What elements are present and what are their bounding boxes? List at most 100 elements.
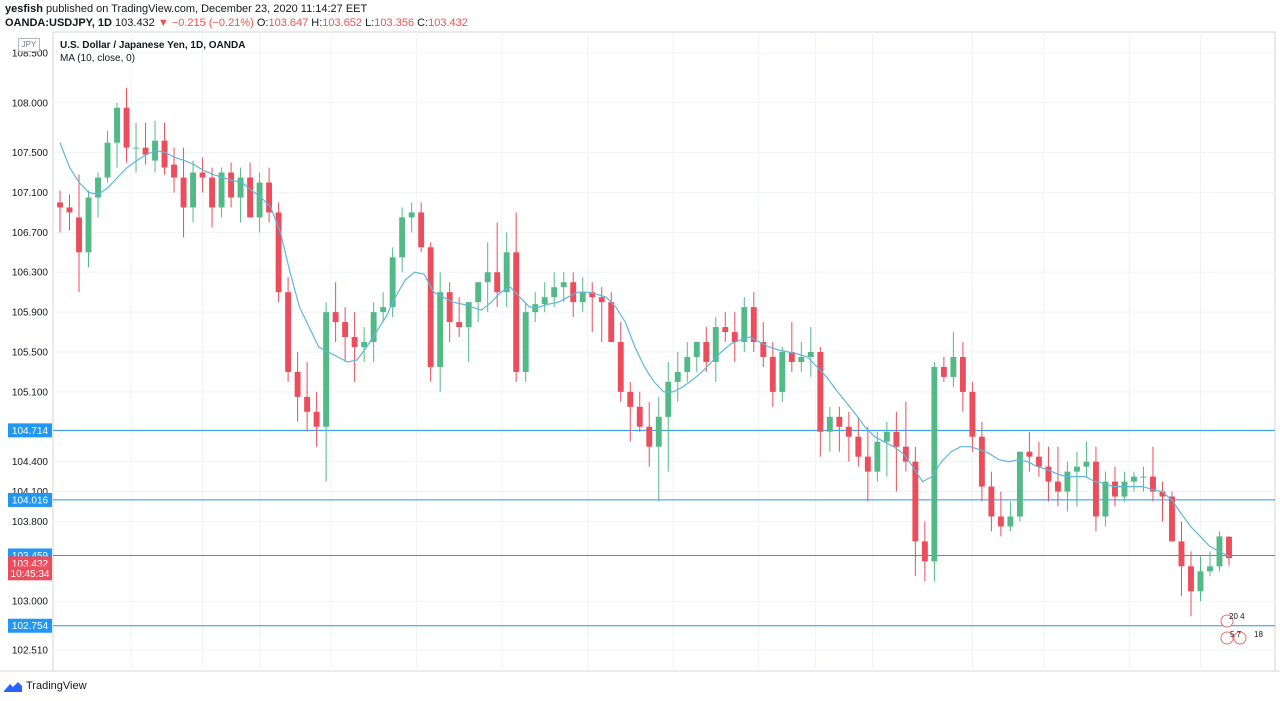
currency-badge[interactable]: JPY xyxy=(18,38,40,52)
candle-body xyxy=(779,351,786,392)
close-label: C: xyxy=(417,17,429,29)
candle-body xyxy=(1035,456,1042,467)
candle-body xyxy=(826,416,833,432)
candle-body xyxy=(931,366,938,562)
candle-body xyxy=(1150,476,1156,492)
candle-body xyxy=(845,426,852,437)
candle-body xyxy=(456,322,463,328)
candle-body xyxy=(665,381,672,417)
event-badge-mid[interactable]: 5 7 xyxy=(1230,630,1242,639)
y-tick-label: 102.510 xyxy=(12,646,49,657)
candle-body xyxy=(589,292,596,298)
event-badge-top[interactable]: 20 4 xyxy=(1229,612,1245,621)
y-tick-label: 103.000 xyxy=(12,597,49,608)
price-label-bg xyxy=(8,492,52,507)
candle-body xyxy=(760,342,767,357)
candle-body xyxy=(304,396,311,412)
price-label-bg xyxy=(8,618,52,633)
candle-body xyxy=(1140,476,1147,478)
candle-body xyxy=(1007,516,1014,527)
author-name[interactable]: yesfish xyxy=(5,3,43,15)
candle-body xyxy=(57,202,63,208)
y-tick-label: 103.800 xyxy=(12,517,49,528)
candle-body xyxy=(712,327,719,362)
candle-body xyxy=(1197,571,1204,592)
candle-body xyxy=(1073,466,1080,472)
candle-body xyxy=(161,140,168,168)
last-price: 103.432 xyxy=(115,17,155,29)
candle-body xyxy=(636,406,643,427)
y-tick-label: 105.100 xyxy=(12,387,49,398)
indicator-legend[interactable]: MA (10, close, 0) xyxy=(60,53,136,64)
candle-body xyxy=(1083,461,1090,467)
footer-brand[interactable]: TradingView xyxy=(26,680,87,692)
candle-body xyxy=(475,282,482,303)
y-tick-label: 104.100 xyxy=(12,487,49,498)
close-value: 103.432 xyxy=(428,17,468,29)
candle-body xyxy=(893,431,900,447)
candle-body xyxy=(684,356,691,372)
ohlc-header: OANDA:USDJPY, 1D 103.432 ▼ −0.215 (−0.21… xyxy=(5,17,468,29)
y-tick-label: 108.000 xyxy=(12,98,49,109)
candle-body xyxy=(275,212,282,293)
candle-body xyxy=(494,272,501,293)
candle-body xyxy=(798,356,805,362)
candle-body xyxy=(817,351,824,432)
candle-body xyxy=(484,272,491,283)
candle-body xyxy=(228,172,235,198)
economic-event-icon xyxy=(1233,631,1247,645)
candle-body xyxy=(370,312,377,343)
y-tick-label: 106.300 xyxy=(12,268,49,279)
tradingview-logo-icon[interactable] xyxy=(4,681,22,692)
candle-body xyxy=(693,342,700,357)
candle-body xyxy=(408,212,415,218)
candle-body xyxy=(256,182,263,218)
candle-body xyxy=(627,391,634,407)
low-value: 103.356 xyxy=(374,17,415,29)
candle-body xyxy=(123,107,130,148)
candle-body xyxy=(598,297,605,303)
price-change: −0.215 (−0.21%) xyxy=(171,17,254,29)
price-chart[interactable]: 108.500 108.000 107.500 107.100 106.700 106.3… xyxy=(0,31,1280,689)
high-value: 103.652 xyxy=(322,17,363,29)
candle-body xyxy=(180,177,187,208)
candle-body xyxy=(266,182,273,213)
footer: TradingView xyxy=(4,680,87,692)
event-badge-right[interactable]: 18 xyxy=(1254,630,1263,639)
candle-body xyxy=(294,371,301,397)
candle-body xyxy=(532,304,539,313)
chart-area[interactable]: 108.500 108.000 107.500 107.100 106.700 106.3… xyxy=(0,31,1280,689)
candle-body xyxy=(655,416,662,447)
candle-body xyxy=(332,312,339,323)
candle-body xyxy=(437,292,444,367)
candle-body xyxy=(1045,466,1052,482)
chart-legend-title: U.S. Dollar / Japanese Yen, 1D, OANDA xyxy=(60,40,246,51)
economic-event-icon xyxy=(1220,614,1234,628)
candle-body xyxy=(1026,451,1033,457)
candle-body xyxy=(503,252,510,293)
candle-body xyxy=(361,342,368,348)
candle-body xyxy=(199,172,206,178)
candle-body xyxy=(959,356,966,392)
candle-body xyxy=(209,177,216,208)
candle-body xyxy=(617,342,624,392)
candle-body xyxy=(769,356,776,392)
y-tick-label: 106.700 xyxy=(12,228,49,239)
candle-body xyxy=(997,516,1004,527)
high-label: H: xyxy=(311,17,323,29)
candle-body xyxy=(560,282,567,288)
candle-body xyxy=(902,446,909,462)
candle-body xyxy=(1169,496,1175,542)
candle-body xyxy=(313,411,320,427)
price-label-bg xyxy=(8,566,52,581)
candle-body xyxy=(703,342,710,362)
candle-body xyxy=(579,292,586,303)
candle-body xyxy=(1121,481,1128,497)
candle-body xyxy=(950,356,957,377)
candle-body xyxy=(237,177,244,198)
y-tick-label: 107.500 xyxy=(12,148,49,159)
candle-body xyxy=(731,332,738,343)
candle-body xyxy=(722,327,729,333)
candle-body xyxy=(190,172,197,208)
candle-body xyxy=(807,351,814,357)
